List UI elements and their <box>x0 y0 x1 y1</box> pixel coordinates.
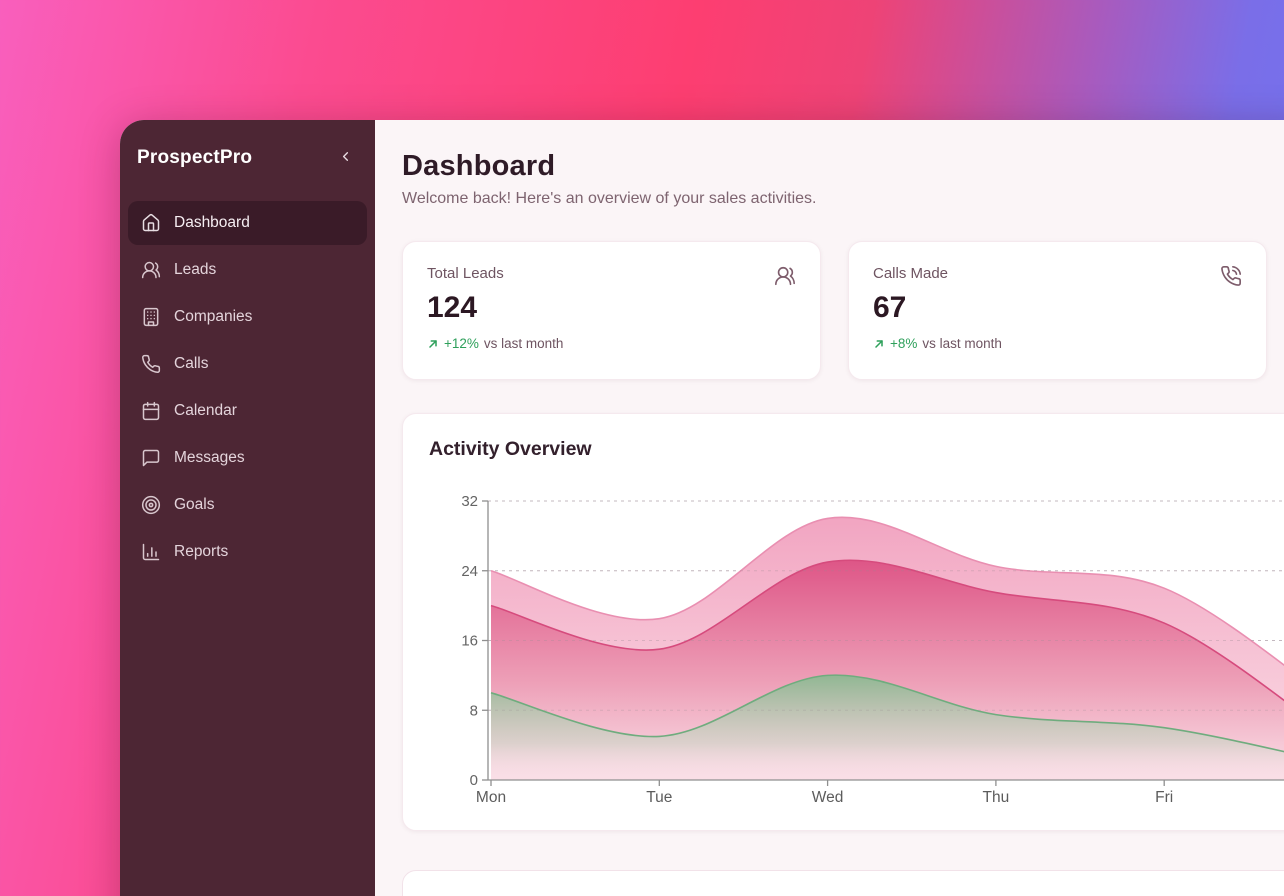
sidebar-nav: Dashboard Leads Companies Calls Calendar… <box>120 169 375 574</box>
phone-icon <box>141 354 161 374</box>
stat-trend-suffix: vs last month <box>483 336 564 351</box>
sidebar-item-label: Reports <box>174 543 229 560</box>
message-icon <box>141 448 161 468</box>
stat-trend-value: +12% <box>444 336 479 351</box>
y-axis-tick-label: 0 <box>470 772 478 789</box>
main-content: Dashboard Welcome back! Here's an overvi… <box>375 120 1284 896</box>
arrow-up-right-icon <box>873 338 885 350</box>
sidebar-item-dashboard[interactable]: Dashboard <box>128 201 367 245</box>
y-axis-tick-label: 8 <box>470 702 478 719</box>
stat-card: Total Leads 124 +12% vs last month <box>402 241 821 380</box>
calendar-icon <box>141 401 161 421</box>
target-icon <box>141 495 161 515</box>
stat-label: Calls Made <box>873 265 949 282</box>
stat-label: Total Leads <box>427 265 504 282</box>
sidebar-item-calendar[interactable]: Calendar <box>128 389 367 433</box>
activity-chart-svg: 0 8 16 24 32 Mon Tue Wed Thu Fri <box>461 493 1284 806</box>
stat-card: Calls Made 67 +8% vs last month <box>848 241 1267 380</box>
x-axis-tick-label: Wed <box>812 789 844 806</box>
arrow-up-right-icon <box>427 338 439 350</box>
y-axis-tick-label: 24 <box>461 563 478 580</box>
home-icon <box>141 213 161 233</box>
stat-trend: +12% vs last month <box>427 336 796 351</box>
stat-trend: +8% vs last month <box>873 336 1242 351</box>
page-title: Dashboard <box>402 150 556 182</box>
chevron-left-icon <box>338 149 353 167</box>
sidebar-item-label: Calendar <box>174 402 237 419</box>
sidebar-collapse-button[interactable] <box>336 147 355 169</box>
sidebar-item-label: Leads <box>174 261 217 278</box>
partially-visible-card <box>402 870 1284 896</box>
activity-overview-card: Activity Overview 0 8 16 24 32 Mon Tue Wed Thu Fr… <box>402 413 1284 831</box>
x-axis-tick-label: Tue <box>646 789 672 806</box>
stats-row: Total Leads 124 +12% vs last month Calls… <box>402 241 1284 380</box>
sidebar-item-calls[interactable]: Calls <box>128 342 367 386</box>
page-subtitle: Welcome back! Here's an overview of your… <box>402 190 817 207</box>
sidebar-item-leads[interactable]: Leads <box>128 248 367 292</box>
users-icon <box>141 260 161 280</box>
sidebar-item-companies[interactable]: Companies <box>128 295 367 339</box>
sidebar-header: ProspectPro <box>120 120 375 169</box>
activity-area-chart: 0 8 16 24 32 Mon Tue Wed Thu Fri <box>429 482 1284 807</box>
area-series-bottom_green <box>491 675 1284 780</box>
sidebar-item-messages[interactable]: Messages <box>128 436 367 480</box>
y-axis-tick-label: 16 <box>461 633 478 650</box>
stat-trend-suffix: vs last month <box>922 336 1002 351</box>
x-axis-tick-label: Thu <box>983 789 1010 806</box>
app-logo-title: ProspectPro <box>137 147 253 168</box>
stat-trend-value: +8% <box>890 336 918 351</box>
phone-call-icon <box>1220 265 1242 287</box>
bar-chart-icon <box>141 542 161 562</box>
x-axis-tick-label: Mon <box>476 789 506 806</box>
sidebar-item-label: Companies <box>174 308 253 325</box>
sidebar-item-label: Dashboard <box>174 214 250 231</box>
sidebar-item-label: Goals <box>174 496 215 513</box>
stat-value: 67 <box>873 291 907 324</box>
users-round-icon <box>774 265 796 287</box>
sidebar-item-goals[interactable]: Goals <box>128 483 367 527</box>
sidebar-item-reports[interactable]: Reports <box>128 530 367 574</box>
sidebar-item-label: Messages <box>174 449 245 466</box>
app-window: ProspectPro Dashboard Leads Companies Ca… <box>120 120 1284 896</box>
chart-title: Activity Overview <box>429 438 592 460</box>
building-icon <box>141 307 161 327</box>
stat-value: 124 <box>427 291 478 324</box>
sidebar: ProspectPro Dashboard Leads Companies Ca… <box>120 120 375 896</box>
sidebar-item-label: Calls <box>174 355 209 372</box>
x-axis-tick-label: Fri <box>1155 789 1173 806</box>
y-axis-tick-label: 32 <box>461 493 478 510</box>
